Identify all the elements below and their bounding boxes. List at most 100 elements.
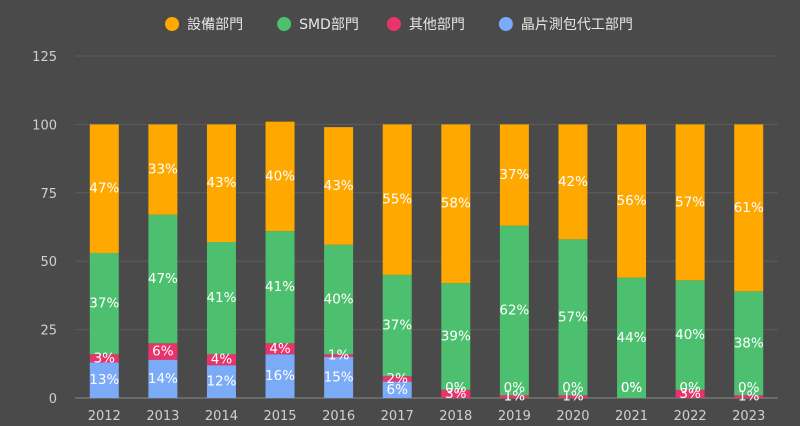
- data-label: 41%: [206, 290, 236, 306]
- data-label: 1%: [562, 389, 584, 405]
- legend-item[interactable]: 設備部門: [165, 17, 243, 33]
- data-label: 4%: [211, 352, 233, 368]
- bar-segment[interactable]: [675, 124, 705, 281]
- data-label: 0%: [621, 380, 643, 396]
- legend-item[interactable]: SMD部門: [277, 17, 359, 33]
- data-label: 41%: [265, 279, 295, 295]
- legend-label: 其他部門: [409, 17, 465, 33]
- data-label: 3%: [94, 350, 116, 366]
- legend[interactable]: 設備部門 SMD部門 其他部門 晶片測包代工部門: [165, 17, 633, 33]
- bar-segment[interactable]: [382, 381, 412, 398]
- legend-label: 晶片測包代工部門: [521, 17, 633, 33]
- bar-segment[interactable]: [324, 356, 354, 398]
- x-tick-label: 2014: [205, 409, 238, 424]
- bar-segment[interactable]: [734, 395, 764, 398]
- legend-swatch: [277, 17, 292, 31]
- data-label: 15%: [324, 369, 354, 385]
- bars: [89, 121, 764, 398]
- data-label: 12%: [206, 374, 236, 390]
- bar-segment[interactable]: [382, 376, 412, 382]
- bar-segment[interactable]: [206, 354, 236, 366]
- bar-segment[interactable]: [324, 354, 354, 357]
- data-label: 6%: [386, 382, 408, 398]
- bar-segment[interactable]: [558, 239, 588, 396]
- y-tick-label: 50: [40, 255, 57, 270]
- data-label: 37%: [499, 167, 529, 183]
- bar-segment[interactable]: [265, 121, 295, 232]
- bar-segment[interactable]: [441, 283, 471, 390]
- x-tick-label: 2023: [732, 409, 765, 424]
- x-tick-label: 2020: [556, 409, 589, 424]
- data-label: 57%: [675, 194, 705, 210]
- bar-segment[interactable]: [148, 124, 178, 215]
- legend-item[interactable]: 晶片測包代工部門: [498, 17, 633, 33]
- bar-segment[interactable]: [558, 395, 588, 398]
- data-label: 58%: [441, 196, 471, 212]
- legend-label: 設備部門: [187, 17, 243, 33]
- bar-segment[interactable]: [734, 124, 764, 292]
- x-tick-label: 2017: [381, 409, 414, 424]
- bar-segment[interactable]: [441, 124, 471, 284]
- y-tick-label: 125: [32, 50, 57, 65]
- bar-segment[interactable]: [499, 124, 529, 226]
- bar-segment[interactable]: [324, 244, 354, 355]
- bar-segment[interactable]: [675, 280, 705, 390]
- bar-segment[interactable]: [441, 389, 471, 398]
- bar-segment[interactable]: [558, 124, 588, 240]
- data-label: 0%: [504, 380, 526, 396]
- bar-segment[interactable]: [206, 242, 236, 355]
- data-label: 3%: [445, 386, 467, 402]
- data-label: 62%: [499, 302, 529, 318]
- bar-segment[interactable]: [734, 291, 764, 396]
- data-label: 0%: [738, 380, 760, 396]
- data-label: 1%: [738, 389, 760, 405]
- bar-segment[interactable]: [382, 124, 412, 275]
- data-label: 0%: [445, 380, 467, 396]
- data-label: 55%: [382, 192, 412, 208]
- data-label: 56%: [617, 193, 647, 209]
- data-label: 1%: [504, 389, 526, 405]
- bar-segment[interactable]: [148, 343, 178, 360]
- bar-segment[interactable]: [89, 362, 119, 398]
- bar-segment[interactable]: [382, 274, 412, 377]
- data-label: 0%: [562, 380, 584, 396]
- y-tick-label: 75: [40, 187, 57, 202]
- legend-label: SMD部門: [299, 17, 359, 33]
- bar-segment[interactable]: [89, 124, 119, 253]
- data-label: 16%: [265, 368, 295, 384]
- data-label: 61%: [734, 200, 764, 216]
- bar-segment[interactable]: [265, 343, 295, 355]
- y-tick-label: 100: [32, 118, 57, 133]
- x-axis: 2012 2013 2014 2015 2016 2017 2018 2019 2020 2021…: [88, 409, 766, 424]
- bar-segment[interactable]: [265, 354, 295, 398]
- bar-segment[interactable]: [675, 389, 705, 398]
- bar-segment[interactable]: [89, 354, 119, 363]
- x-tick-label: 2013: [146, 409, 179, 424]
- data-label: 0%: [679, 380, 701, 396]
- bar-segment[interactable]: [89, 252, 119, 355]
- legend-swatch: [498, 17, 513, 31]
- x-tick-label: 2021: [615, 409, 648, 424]
- bar-segment[interactable]: [499, 225, 529, 396]
- data-label: 1%: [328, 348, 350, 364]
- data-label: 43%: [206, 175, 236, 191]
- y-tick-label: 0: [49, 392, 57, 407]
- data-label: 40%: [324, 292, 354, 308]
- legend-item[interactable]: 其他部門: [386, 17, 465, 33]
- bar-segment[interactable]: [148, 214, 178, 344]
- bar-segment[interactable]: [617, 277, 647, 398]
- bar-segment[interactable]: [324, 127, 354, 245]
- bar-segment[interactable]: [617, 124, 647, 278]
- data-label: 37%: [382, 317, 412, 333]
- data-label: 6%: [152, 343, 174, 359]
- data-label: 40%: [675, 327, 705, 343]
- x-tick-label: 2022: [674, 409, 707, 424]
- bar-segment[interactable]: [265, 231, 295, 344]
- bar-segment[interactable]: [148, 359, 178, 398]
- bar-segment[interactable]: [499, 395, 529, 398]
- bar-segment[interactable]: [206, 365, 236, 398]
- bar-segment[interactable]: [206, 124, 236, 243]
- data-label: 38%: [734, 335, 764, 351]
- x-tick-label: 2015: [263, 409, 296, 424]
